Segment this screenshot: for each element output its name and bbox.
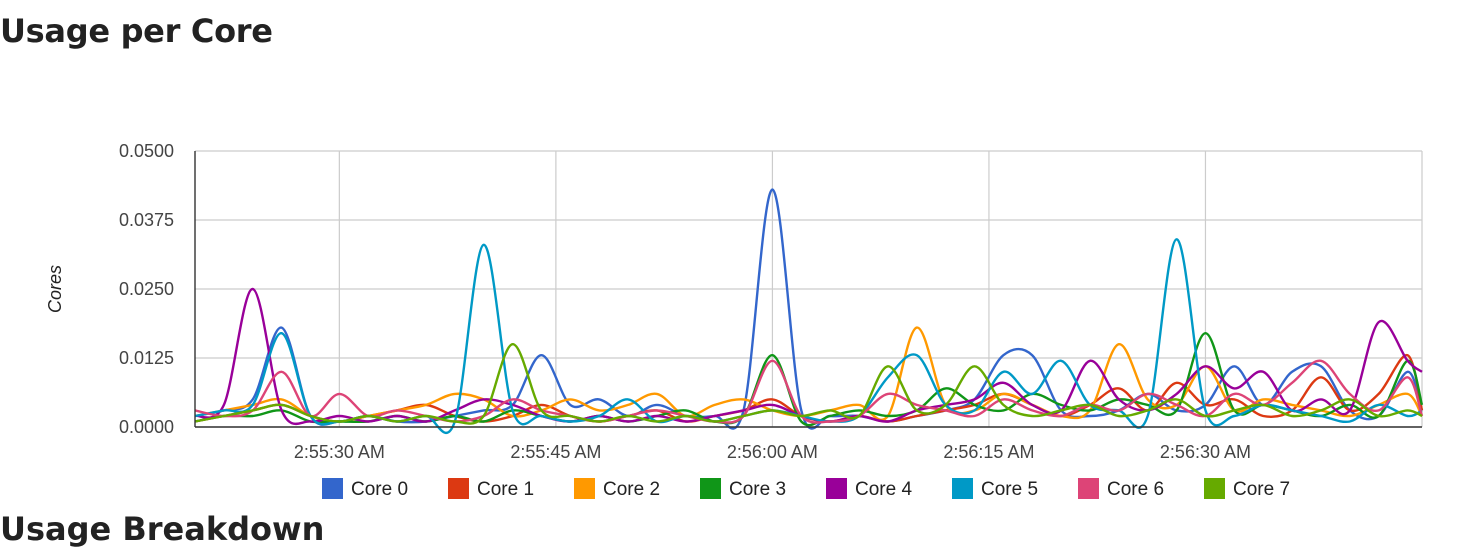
y-tick-label: 0.0250	[119, 279, 174, 299]
y-tick-label: 0.0000	[119, 417, 174, 437]
y-axis-label: Cores	[45, 265, 65, 313]
series-line-core-5	[195, 239, 1422, 433]
legend-label: Core 2	[603, 479, 660, 500]
y-tick-label: 0.0500	[119, 141, 174, 161]
legend-swatch	[952, 478, 973, 499]
legend-label: Core 0	[351, 479, 408, 500]
x-tick-label: 2:56:30 AM	[1160, 442, 1251, 462]
legend-label: Core 5	[981, 479, 1038, 500]
x-tick-label: 2:55:45 AM	[510, 442, 601, 462]
series-line-core-4	[195, 289, 1422, 424]
legend-swatch	[700, 478, 721, 499]
legend-swatch	[1204, 478, 1225, 499]
series-line-core-2	[195, 328, 1422, 422]
legend-label: Core 4	[855, 479, 912, 500]
legend-item-core-7[interactable]: Core 7	[1204, 478, 1290, 500]
legend-item-core-3[interactable]: Core 3	[700, 478, 786, 500]
legend-label: Core 1	[477, 479, 534, 500]
legend-swatch	[322, 478, 343, 499]
x-tick-label: 2:56:15 AM	[943, 442, 1034, 462]
y-tick-label: 0.0125	[119, 348, 174, 368]
legend-item-core-4[interactable]: Core 4	[826, 478, 912, 500]
legend-swatch	[1078, 478, 1099, 499]
legend-swatch	[448, 478, 469, 499]
series-line-core-0	[195, 190, 1422, 429]
y-axis-ticks: 0.0000 0.0125 0.0250 0.0375 0.0500	[119, 141, 174, 437]
next-section-heading: Usage Breakdown	[0, 510, 324, 548]
legend-swatch	[574, 478, 595, 499]
legend-item-core-2[interactable]: Core 2	[574, 478, 660, 500]
legend-swatch	[826, 478, 847, 499]
x-axis-ticks: 2:55:30 AM 2:55:45 AM 2:56:00 AM 2:56:15 AM…	[294, 442, 1251, 462]
legend-label: Core 6	[1107, 479, 1164, 500]
x-tick-label: 2:56:00 AM	[727, 442, 818, 462]
chart-grid	[195, 151, 1422, 427]
legend-item-core-5[interactable]: Core 5	[952, 478, 1038, 500]
legend-item-core-1[interactable]: Core 1	[448, 478, 534, 500]
legend-label: Core 3	[729, 479, 786, 500]
usage-per-core-chart: 0.0000 0.0125 0.0250 0.0375 0.0500 2:55:30 A…	[0, 0, 1468, 528]
chart-series	[195, 190, 1422, 433]
chart-legend[interactable]: Core 0 Core 1 Core 2 Core 3 Core 4 Core 5 Core…	[322, 478, 1290, 500]
legend-item-core-6[interactable]: Core 6	[1078, 478, 1164, 500]
legend-label: Core 7	[1233, 479, 1290, 500]
y-tick-label: 0.0375	[119, 210, 174, 230]
legend-item-core-0[interactable]: Core 0	[322, 478, 408, 500]
x-tick-label: 2:55:30 AM	[294, 442, 385, 462]
